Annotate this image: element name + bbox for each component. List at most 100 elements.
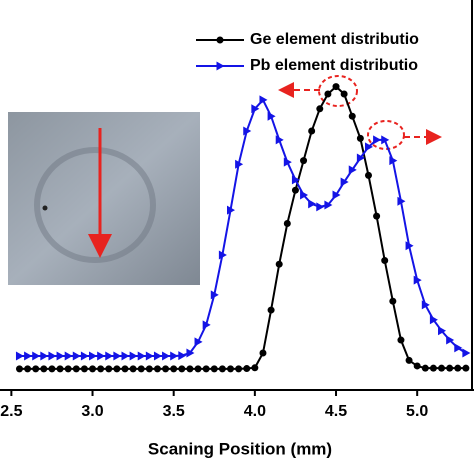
data-point [15,365,23,373]
data-point [413,362,421,370]
data-point [267,306,275,314]
data-point [308,127,316,135]
data-point [137,351,146,361]
data-point [429,364,437,372]
data-point [162,365,170,373]
data-point [438,326,447,336]
data-point [113,365,121,373]
data-point [446,364,454,372]
data-point [332,83,340,91]
data-point [89,351,98,361]
data-point [454,343,463,353]
data-point [291,186,299,194]
data-point [405,356,413,364]
data-point [348,112,356,120]
data-point [438,364,446,372]
data-point [446,335,455,345]
data-point [32,351,41,361]
data-point [121,365,129,373]
data-point [283,220,291,227]
data-point [186,348,195,358]
data-point [32,365,40,373]
data-point [356,153,365,163]
data-point [397,336,405,344]
data-point [121,351,130,361]
data-point [340,90,348,98]
annotations [278,75,442,150]
data-point [97,351,106,361]
data-point [218,365,226,373]
data-point [348,165,357,175]
data-point [308,199,317,209]
data-point [324,90,332,98]
data-point [324,200,333,210]
data-point [72,351,81,361]
data-point [56,365,64,373]
data-point [462,348,471,358]
data-point [332,190,341,200]
x-tick-label: 4.5 [325,403,347,420]
data-point [429,315,438,325]
data-point [170,365,178,373]
data-point [243,126,252,136]
data-point [235,365,243,373]
data-point [267,111,276,121]
data-point [356,134,364,142]
data-point [218,250,227,260]
data-point [40,365,48,373]
data-point [227,205,236,215]
data-point [413,275,422,285]
data-point [194,337,203,347]
data-point [283,157,292,167]
inset-photo [8,112,200,285]
data-point [251,364,259,372]
data-point [251,104,260,114]
data-point [389,156,398,166]
data-point [235,159,244,169]
data-point [48,365,56,373]
data-point [105,351,114,361]
data-point [210,365,218,373]
legend-label: Pb element distributio [250,57,418,74]
data-point [80,365,88,373]
data-point [243,365,251,373]
data-point [381,257,389,264]
data-point [202,365,210,373]
data-point [64,365,72,373]
data-point [389,297,397,305]
data-point [405,241,414,251]
data-point [316,105,324,113]
data-point [300,190,309,200]
data-point [145,365,153,373]
data-point [275,135,284,145]
data-point [462,364,470,372]
x-axis-label: Scaning Position (mm) [148,439,332,458]
data-point [72,365,80,373]
data-point [364,142,373,152]
data-point [259,95,268,105]
data-point [48,351,57,361]
data-point [275,260,283,268]
legend-label: Ge element distributio [250,31,419,48]
data-point [162,351,171,361]
data-point [210,290,219,300]
data-point [291,175,300,185]
x-tick-label: 3.0 [81,403,103,420]
x-tick-label: 4.0 [244,403,266,420]
data-point [24,351,33,361]
data-point [316,202,325,212]
data-point [194,365,202,373]
data-point [80,351,89,361]
x-tick-label: 3.5 [163,403,185,420]
data-point [227,365,235,373]
data-point [178,351,187,361]
data-point [145,351,154,361]
data-point [64,351,73,361]
data-point [56,351,65,361]
data-point [364,171,372,179]
legend-marker [216,61,225,71]
data-point [170,351,179,361]
data-point [97,365,105,373]
legend-marker [216,36,224,44]
data-point [40,351,49,361]
